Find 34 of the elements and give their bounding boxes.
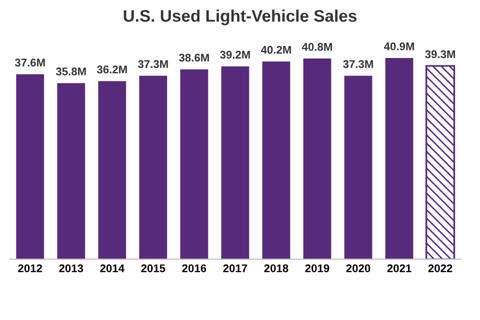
bar [57, 83, 86, 260]
x-tick-label: 2014 [100, 264, 124, 272]
bar [180, 69, 208, 260]
bar [139, 76, 168, 260]
data-label: 36.2M [96, 66, 127, 74]
bar [98, 81, 126, 260]
x-tick-label: 2021 [387, 264, 412, 272]
bar [16, 74, 44, 260]
x-tick-label: 2022 [428, 264, 452, 272]
bar [221, 66, 250, 260]
x-tick-label: 2018 [264, 264, 288, 272]
data-label: 37.3M [343, 60, 373, 68]
bar [262, 62, 290, 260]
x-tick-label: 2020 [346, 264, 370, 272]
data-label: 37.6M [14, 58, 45, 67]
data-label: 39.3M [425, 50, 455, 58]
x-tick-label: 2017 [223, 264, 248, 272]
bar [303, 58, 332, 260]
chart-title: U.S. Used Light-Vehicle Sales [124, 10, 356, 26]
x-tick-label: 2019 [305, 264, 330, 272]
data-label: 35.8M [56, 68, 86, 76]
data-label: 38.6M [179, 54, 209, 62]
bar [344, 76, 372, 260]
data-label: 37.3M [138, 60, 168, 68]
data-label: 40.9M [384, 42, 414, 50]
x-tick-label: 2013 [59, 264, 84, 272]
data-label: 40.2M [260, 46, 291, 54]
bar [426, 65, 456, 260]
bar [385, 58, 414, 260]
data-label: 39.2M [220, 50, 250, 59]
data-label: 40.8M [302, 42, 332, 51]
x-tick-label: 2015 [141, 264, 166, 272]
x-tick-label: 2012 [18, 264, 42, 272]
x-tick-label: 2016 [182, 264, 206, 272]
